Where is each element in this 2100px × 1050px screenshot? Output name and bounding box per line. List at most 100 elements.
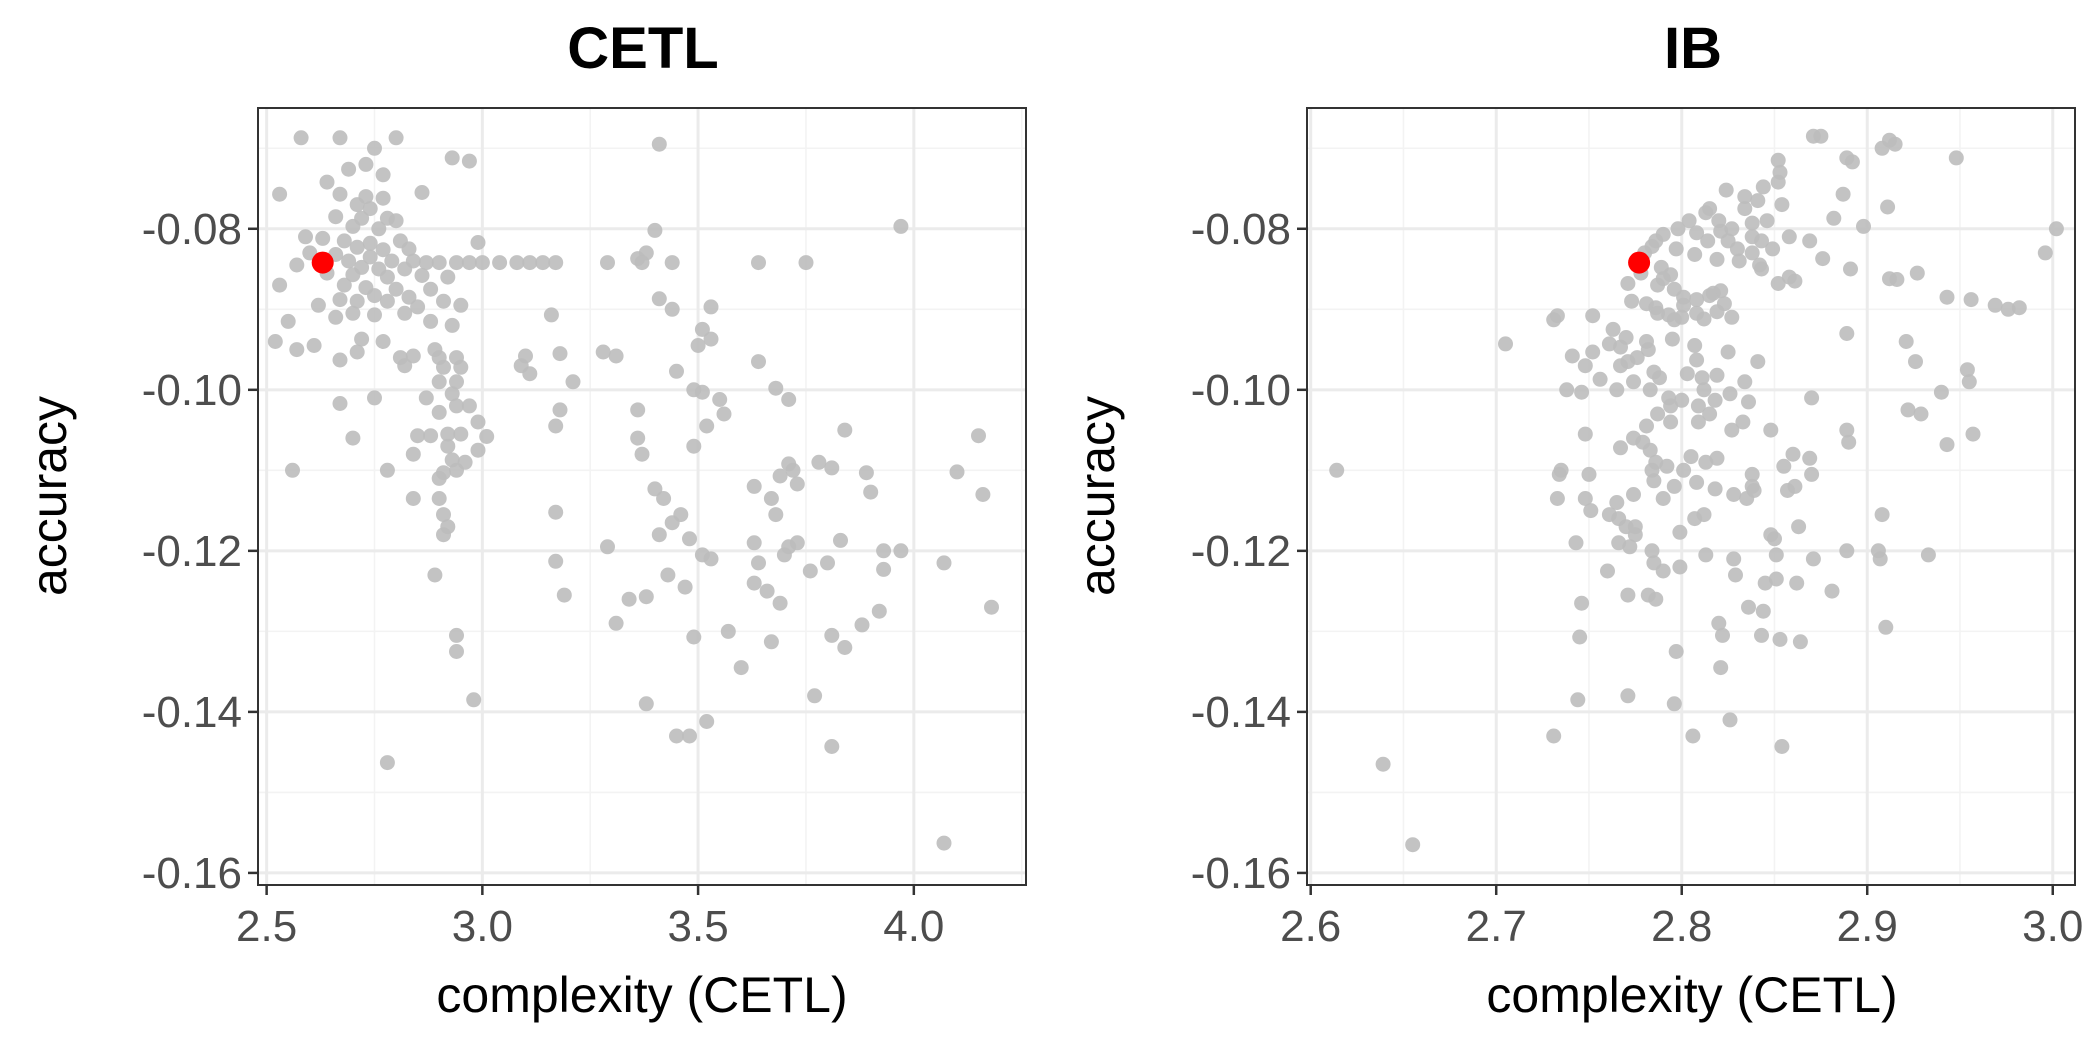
ib-data-point	[1613, 440, 1628, 456]
cetl-data-point	[548, 255, 564, 271]
cetl-points	[267, 130, 999, 851]
cetl-data-point	[453, 359, 469, 375]
cetl-data-point	[354, 331, 370, 347]
ib-x-tick-label: 2.7	[1466, 902, 1527, 951]
cetl-data-point	[449, 644, 464, 659]
ib-data-point	[1613, 339, 1628, 355]
ib-data-point	[1679, 366, 1695, 382]
ib-data-point	[1564, 348, 1580, 364]
cetl-x-tick-label: 3.5	[668, 902, 729, 951]
ib-data-point	[1609, 382, 1625, 398]
cetl-data-point	[768, 380, 784, 396]
cetl-data-point	[371, 221, 387, 237]
cetl-data-point	[410, 299, 426, 315]
cetl-data-point	[854, 617, 870, 633]
cetl-data-point	[341, 253, 357, 269]
ib-data-point	[1843, 261, 1858, 277]
cetl-data-point	[470, 414, 486, 430]
ib-data-point	[1687, 338, 1703, 353]
cetl-data-point	[552, 402, 568, 418]
cetl-data-point	[449, 255, 464, 271]
ib-y-axis: -0.16 -0.14 -0.12 -0.10 -0.08	[1191, 205, 1307, 898]
ib-x-axis: 2.6 2.7 2.8 2.9 3.0	[1280, 885, 2083, 951]
cetl-data-point	[871, 603, 887, 619]
ib-data-point	[1729, 241, 1745, 257]
cetl-data-point	[388, 213, 404, 229]
cetl-data-point	[763, 634, 779, 650]
cetl-data-point	[345, 218, 361, 234]
ib-data-point	[1780, 483, 1795, 498]
ib-data-point	[1549, 491, 1565, 506]
ib-data-point	[1574, 384, 1590, 400]
cetl-data-point	[556, 587, 572, 603]
cetl-data-point	[949, 464, 965, 480]
cetl-data-point	[543, 307, 559, 323]
ib-data-point	[1644, 543, 1660, 559]
cetl-data-point	[470, 442, 486, 458]
ib-data-point	[1839, 543, 1855, 559]
cetl-y-axis-title: accuracy	[21, 396, 77, 596]
cetl-data-point	[824, 627, 840, 643]
ib-data-point	[1844, 154, 1860, 170]
cetl-data-point	[345, 305, 361, 321]
cetl-data-point	[876, 543, 892, 559]
cetl-data-point	[375, 167, 391, 183]
cetl-data-point	[686, 629, 702, 645]
ib-data-point	[1674, 392, 1690, 408]
ib-data-point	[1609, 495, 1625, 510]
ib-data-point	[1709, 367, 1725, 383]
cetl-data-point	[772, 468, 788, 484]
ib-data-point	[1741, 394, 1756, 410]
ib-data-point	[1405, 837, 1421, 853]
ib-data-point	[1709, 251, 1725, 267]
ib-data-point	[1961, 374, 1977, 390]
cetl-data-point	[319, 174, 335, 190]
cetl-data-point	[682, 728, 697, 744]
ib-data-point	[1805, 551, 1821, 567]
cetl-data-point	[837, 640, 853, 655]
cetl-data-point	[634, 446, 650, 462]
cetl-data-point	[699, 714, 715, 729]
ib-data-point	[1804, 466, 1820, 482]
ib-data-point	[1689, 352, 1705, 368]
ib-data-point	[1676, 462, 1692, 478]
ib-data-point	[1785, 446, 1801, 462]
ib-data-point	[1329, 462, 1345, 478]
cetl-highlight-point	[311, 251, 334, 274]
cetl-data-point	[449, 374, 464, 390]
ib-data-point	[1689, 292, 1705, 308]
ib-data-point	[1702, 406, 1718, 422]
cetl-y-tick-label: -0.10	[142, 366, 242, 415]
cetl-data-point	[444, 317, 460, 333]
cetl-data-point	[332, 186, 348, 202]
cetl-data-point	[436, 293, 451, 309]
cetl-data-point	[405, 491, 421, 506]
ib-data-point	[1666, 312, 1682, 328]
ib-data-point	[1696, 311, 1712, 327]
cetl-data-point	[436, 527, 451, 543]
ib-data-point	[1744, 466, 1760, 482]
cetl-data-point	[785, 462, 801, 478]
ib-data-point	[1774, 739, 1790, 754]
ib-data-point	[1963, 292, 1979, 308]
ib-data-point	[1841, 434, 1857, 450]
ib-data-point	[1546, 312, 1562, 328]
cetl-data-point	[272, 277, 288, 293]
ib-x-tick-label: 3.0	[2022, 902, 2083, 951]
ib-x-tick-label: 2.8	[1651, 902, 1712, 951]
cetl-data-point	[375, 242, 391, 258]
ib-data-point	[1720, 344, 1736, 360]
ib-data-point	[1839, 422, 1855, 438]
cetl-data-point	[280, 313, 296, 329]
ib-data-point	[1663, 414, 1679, 430]
cetl-data-point	[746, 575, 762, 591]
cetl-data-point	[423, 428, 439, 444]
cetl-data-point	[733, 660, 749, 676]
ib-data-point	[1622, 539, 1638, 555]
ib-data-point	[1965, 426, 1981, 442]
cetl-data-point	[345, 430, 361, 446]
ib-data-point	[1768, 547, 1784, 563]
cetl-data-point	[405, 446, 421, 462]
ib-data-point	[1711, 615, 1727, 631]
ib-data-point	[1668, 241, 1684, 257]
